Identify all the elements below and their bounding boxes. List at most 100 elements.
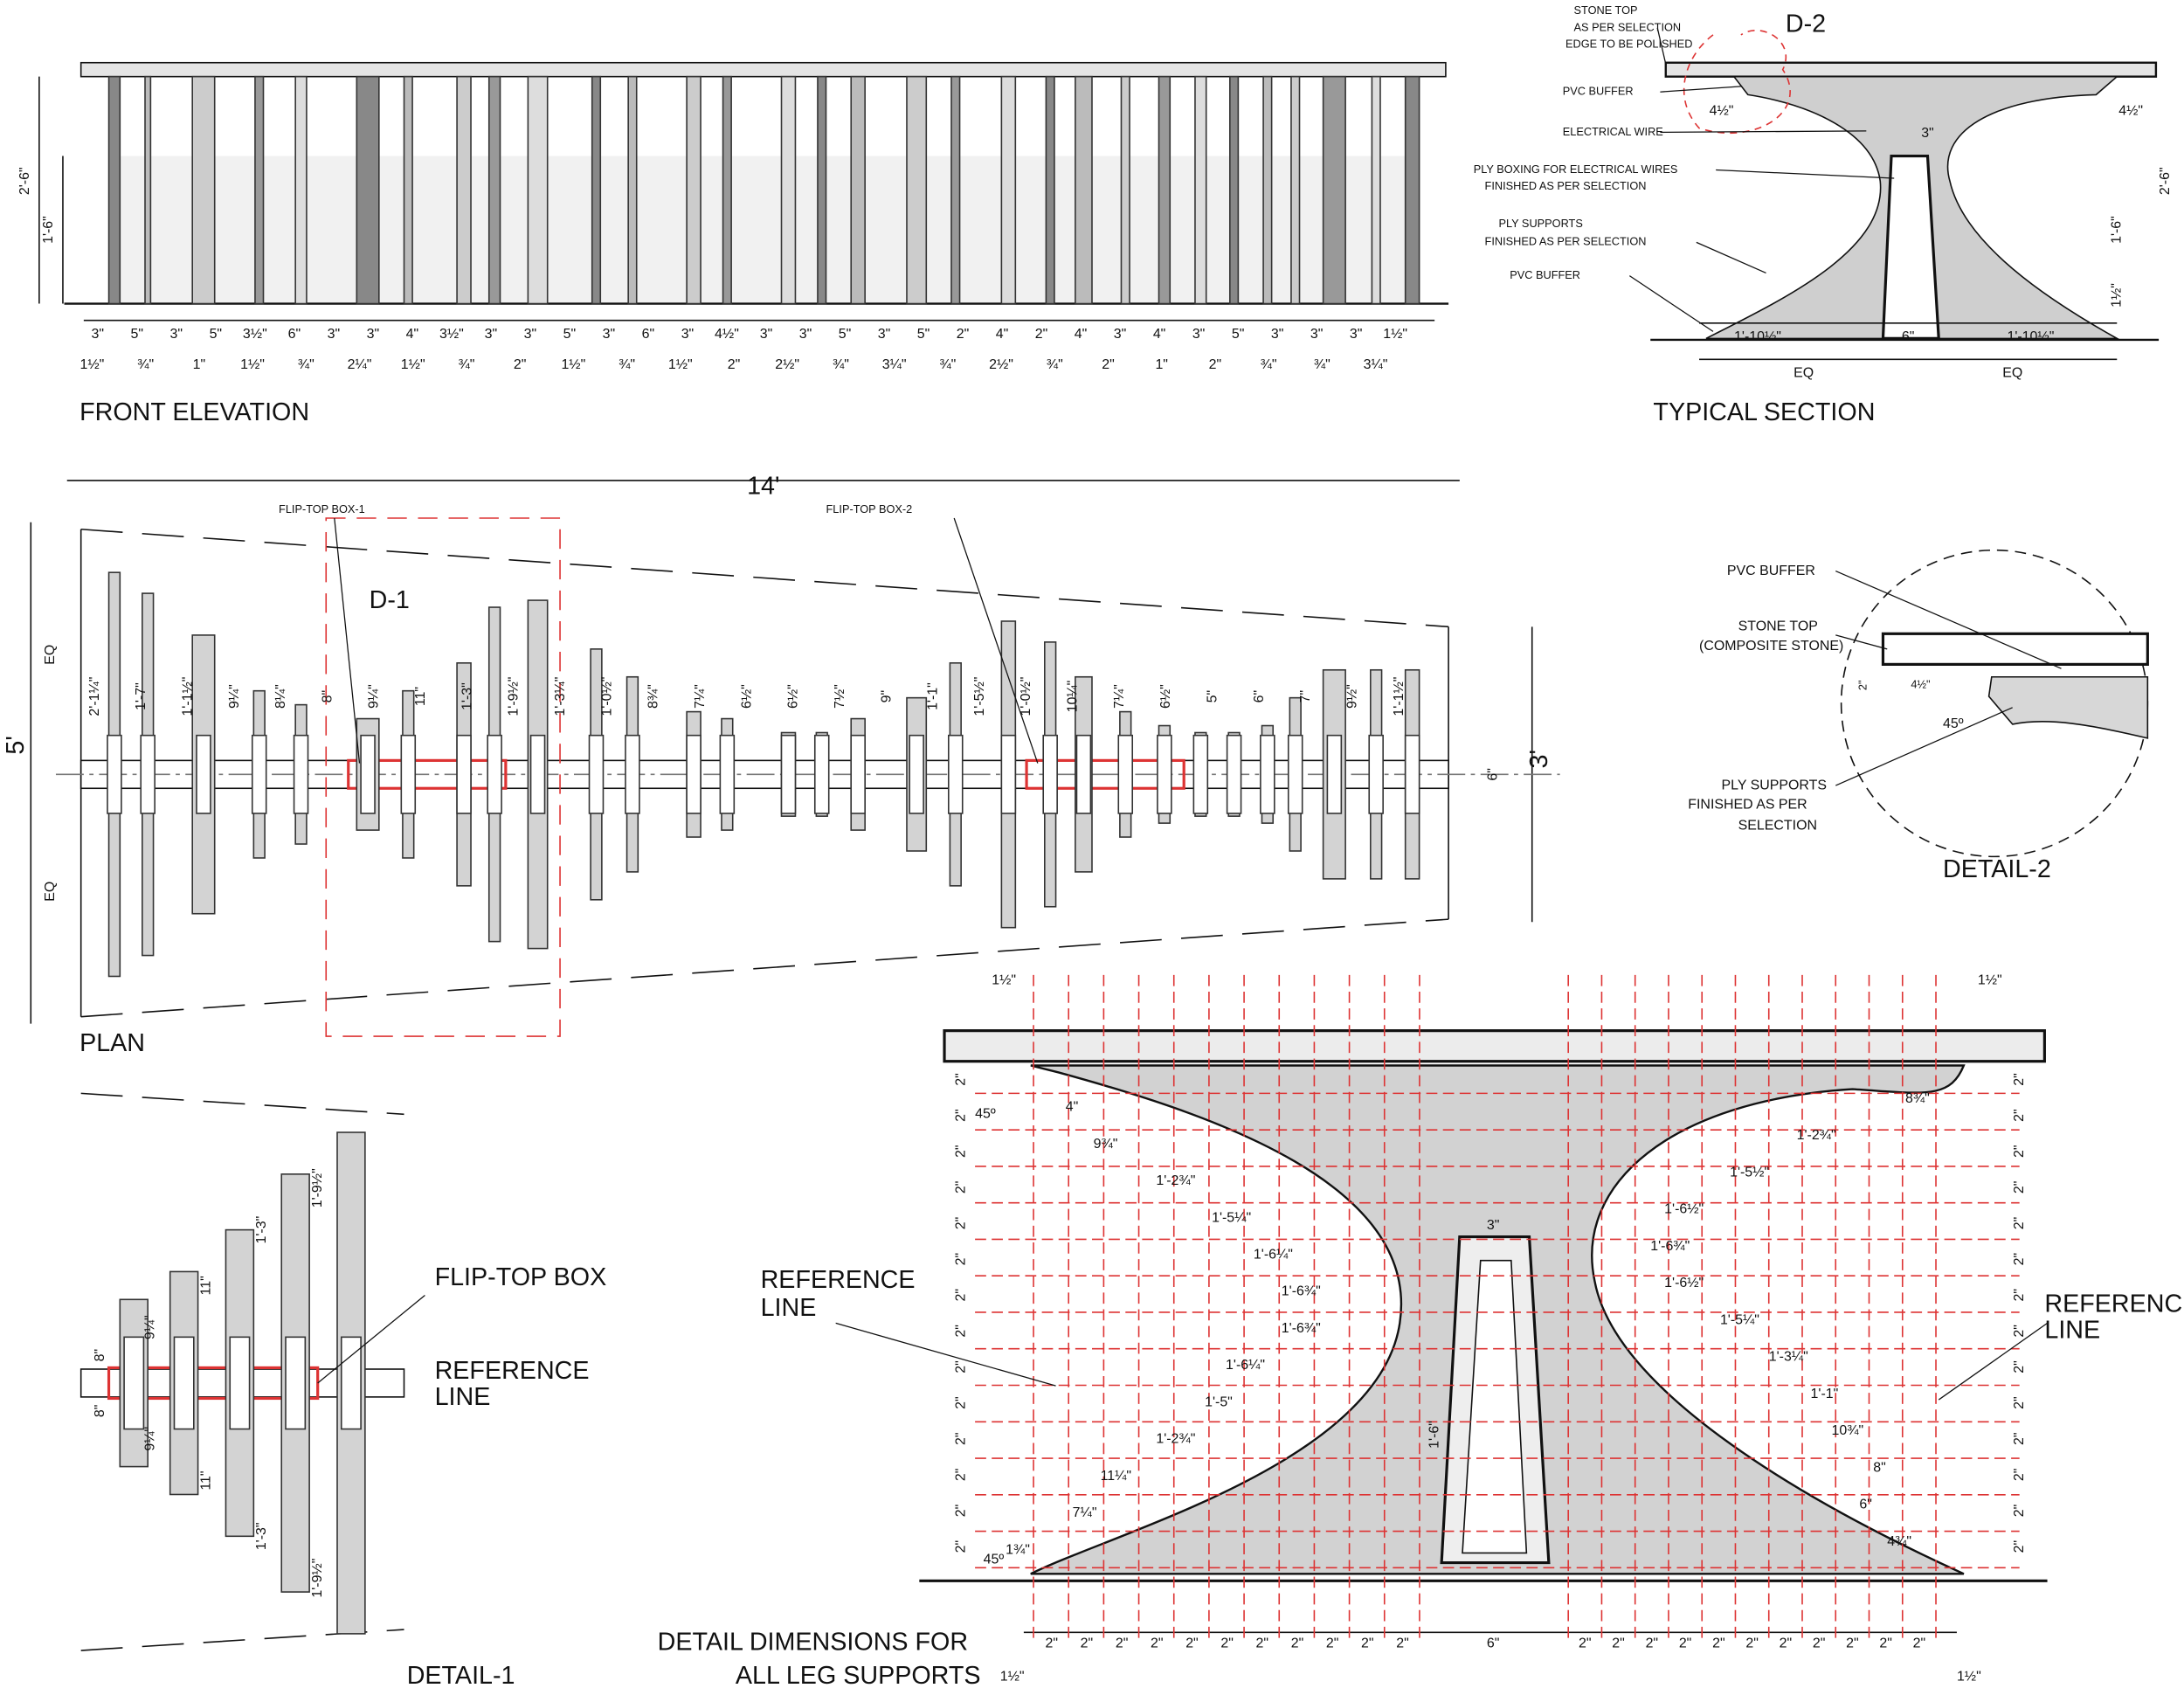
dim-label: 1'-5½" [972,677,987,716]
label: 2'-6" [17,167,32,195]
plan-leg-box [780,734,797,814]
dim-label: 2" [1209,357,1222,372]
label: 45º [975,1106,996,1121]
offset-label: 1'-6¾" [1650,1239,1690,1254]
leg [144,75,152,305]
label: 45º [1943,716,1964,731]
offset-label: 1'-6½" [1664,1276,1704,1290]
dim-label: 9¼" [367,684,382,709]
plan-leg-box [1226,734,1242,814]
dim-label: 2" [2012,1289,2027,1302]
leg [1075,75,1093,305]
flip-top-box [1025,758,1185,790]
callout: FINISHED AS PER SELECTION [1485,179,1647,192]
detail-marker [1683,30,1791,135]
plan-leg-box [625,734,640,814]
plan-leg-box [813,734,830,814]
section-top [1664,61,2158,78]
label: REFERENCE [2044,1290,2184,1318]
line [1656,27,1667,65]
view-title: FRONT ELEVATION [79,398,309,426]
dim-label: 2" [953,1073,968,1086]
dim-label: 1'-3" [460,682,474,710]
offset-label: 8¾" [1905,1091,1930,1106]
offset-label: 1'-6½" [1664,1202,1704,1217]
dim-label: 3½" [439,327,464,342]
detail-top [943,1029,2046,1063]
callout: SELECTION [1738,819,1817,834]
dim-label: 4" [1153,327,1166,342]
dim-label: 9½" [1344,684,1359,709]
dim-label: 2" [1291,1636,1304,1650]
view-title: PLAN [79,1029,145,1057]
dim-label: 2" [953,1145,968,1158]
leg [254,75,265,305]
offset-label: 4" [1066,1100,1079,1115]
leg [722,75,732,305]
dim-label: 3" [170,327,183,342]
label: 45º [984,1553,1005,1567]
dim-label: 3½" [243,327,267,342]
plan-leg-box [1075,734,1092,814]
leg [487,75,501,305]
leg [591,75,602,305]
dim-label: 1½" [80,357,105,372]
plan-leg-box [196,734,211,814]
dim-label: 2" [2012,1325,2027,1338]
leg [627,75,638,305]
plan-leg-box [719,734,736,814]
label: 1½" [1978,972,2002,987]
dim-label: 2½" [989,357,1013,372]
dim-label: 2" [1151,1636,1164,1650]
line [1938,1322,2048,1401]
leg [456,75,472,305]
dim-label: 8" [93,1405,107,1418]
detail-leg-box [285,1336,307,1430]
dim-label: 2" [1646,1636,1659,1650]
offset-label: 1'-5½" [1730,1165,1769,1180]
dim-label: 8¾" [646,684,661,709]
offset-label: 1'-2¾" [1156,1432,1195,1447]
dim-label: ¾" [1314,357,1330,372]
label: 1½" [992,972,1016,987]
dim-label: 1'-10½" [1734,329,1781,344]
offset-label: 1'-6¼" [1226,1358,1265,1373]
plan-leg-box [360,734,376,814]
plan-leg-box [1260,734,1275,814]
dim-label: 2" [1361,1636,1374,1650]
dim-label: 2" [1256,1636,1269,1650]
dim-label: 3" [603,327,616,342]
plan-leg-box [1000,734,1017,814]
dim-label: 3" [1921,126,1934,141]
dim-label: 2" [953,1396,968,1409]
dim-label: ¾" [1261,357,1277,372]
dim-label: 1'-3" [254,1522,269,1550]
dim-label: 3" [1310,327,1324,342]
dim-label: 2" [957,327,970,342]
dim-label: 8¼" [273,684,288,709]
dim-label: 5" [1232,327,1245,342]
leg [850,75,866,305]
dim-label: 5" [917,327,930,342]
dim-label: ¾" [298,357,314,372]
dim-label: 2" [1102,357,1115,372]
plan-leg-box [487,734,502,814]
callout: ELECTRICAL WIRE [1563,125,1663,138]
dim-label: 1½" [2109,283,2124,308]
plan-edge [80,918,1449,1018]
plan-leg-box [1368,734,1384,814]
dim-label: 2" [953,1432,968,1445]
dim-label: 2" [514,357,527,372]
dim-label: 7¼" [1112,684,1127,709]
dim-label: 9" [879,690,894,703]
dim-label: 1'-6" [2109,216,2124,244]
dim-label: EQ [2002,365,2022,380]
leg [906,75,928,305]
dim-label: 7½" [833,684,847,709]
line [1835,707,2013,786]
dim-label: ¾" [833,357,849,372]
dim-label: 9¼" [227,684,242,709]
leg [1000,75,1017,305]
dim-label: 4" [996,327,1009,342]
line [1716,169,1895,179]
